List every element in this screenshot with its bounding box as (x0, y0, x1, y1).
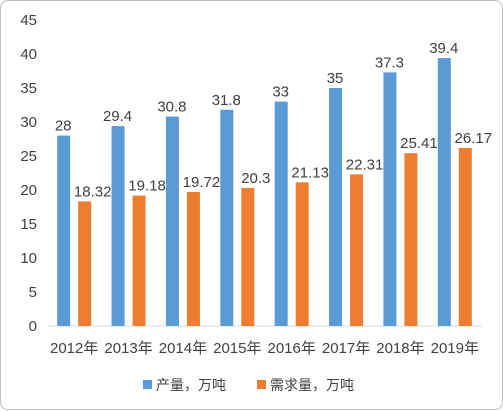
bar-production-2012年 (57, 135, 71, 326)
data-label: 28 (55, 118, 72, 135)
bar-demand-2013年 (132, 195, 146, 326)
y-tick-label: 15 (20, 216, 37, 233)
bar-demand-2012年 (78, 201, 92, 326)
data-labels: 28 18.32 29.4 19.18 30.8 19.72 31.8 20.3 33 21.13… (55, 40, 492, 200)
bar-production-2016年 (274, 101, 288, 326)
bar-production-2015年 (220, 109, 234, 326)
data-label: 31.8 (212, 92, 241, 109)
data-label: 22.31 (346, 156, 384, 173)
data-label: 21.13 (291, 164, 329, 181)
data-label: 33 (272, 84, 289, 101)
data-label: 19.72 (183, 174, 221, 191)
bar-demand-2017年 (350, 174, 364, 326)
x-tick-label: 2015年 (213, 340, 261, 357)
bar-demand-2015年 (241, 187, 255, 326)
y-tick-label: 30 (20, 114, 37, 131)
x-tick-label: 2016年 (268, 340, 316, 357)
bar-demand-2018年 (404, 153, 418, 326)
y-tick-label: 40 (20, 46, 37, 63)
bar-production-2019年 (437, 58, 451, 327)
y-tick-label: 45 (20, 12, 37, 29)
y-tick-label: 0 (29, 318, 37, 335)
data-label: 26.17 (455, 130, 493, 147)
y-tick-label: 20 (20, 182, 37, 199)
x-tick-label: 2018年 (376, 340, 424, 357)
y-tick-label: 35 (20, 80, 37, 97)
data-label: 30.8 (157, 99, 186, 116)
bar-demand-2014年 (186, 191, 200, 326)
x-tick-label: 2019年 (431, 340, 479, 357)
data-label: 37.3 (375, 54, 404, 71)
y-axis-ticks: 0 5 10 15 20 25 30 35 40 45 (20, 12, 37, 335)
data-label: 25.41 (400, 135, 438, 152)
data-label: 35 (327, 70, 344, 87)
legend-swatch (257, 380, 266, 389)
bars (57, 58, 472, 327)
legend: 产量，万吨 需求量，万吨 (143, 378, 354, 394)
data-label: 18.32 (74, 183, 112, 200)
x-tick-label: 2013年 (104, 340, 152, 357)
data-label: 29.4 (103, 108, 132, 125)
bar-production-2018年 (383, 72, 397, 326)
bar-production-2013年 (111, 126, 125, 326)
legend-label: 需求量，万吨 (270, 378, 354, 394)
bar-production-2014年 (165, 116, 179, 326)
x-tick-label: 2014年 (159, 340, 207, 357)
data-label: 19.18 (128, 178, 166, 195)
x-tick-label: 2017年 (322, 340, 370, 357)
y-tick-label: 10 (20, 250, 37, 267)
legend-label: 产量，万吨 (156, 378, 226, 394)
data-label: 20.3 (241, 170, 270, 187)
y-tick-label: 5 (29, 284, 37, 301)
x-tick-label: 2012年 (50, 340, 98, 357)
data-label: 39.4 (429, 40, 458, 57)
bar-demand-2016年 (295, 182, 309, 326)
bar-demand-2019年 (458, 148, 472, 326)
x-axis-ticks: 2012年 2013年 2014年 2015年 2016年 2017年 2018年 2019年 (50, 340, 479, 357)
legend-swatch (143, 380, 152, 389)
bar-production-2017年 (329, 88, 343, 326)
y-tick-label: 25 (20, 148, 37, 165)
